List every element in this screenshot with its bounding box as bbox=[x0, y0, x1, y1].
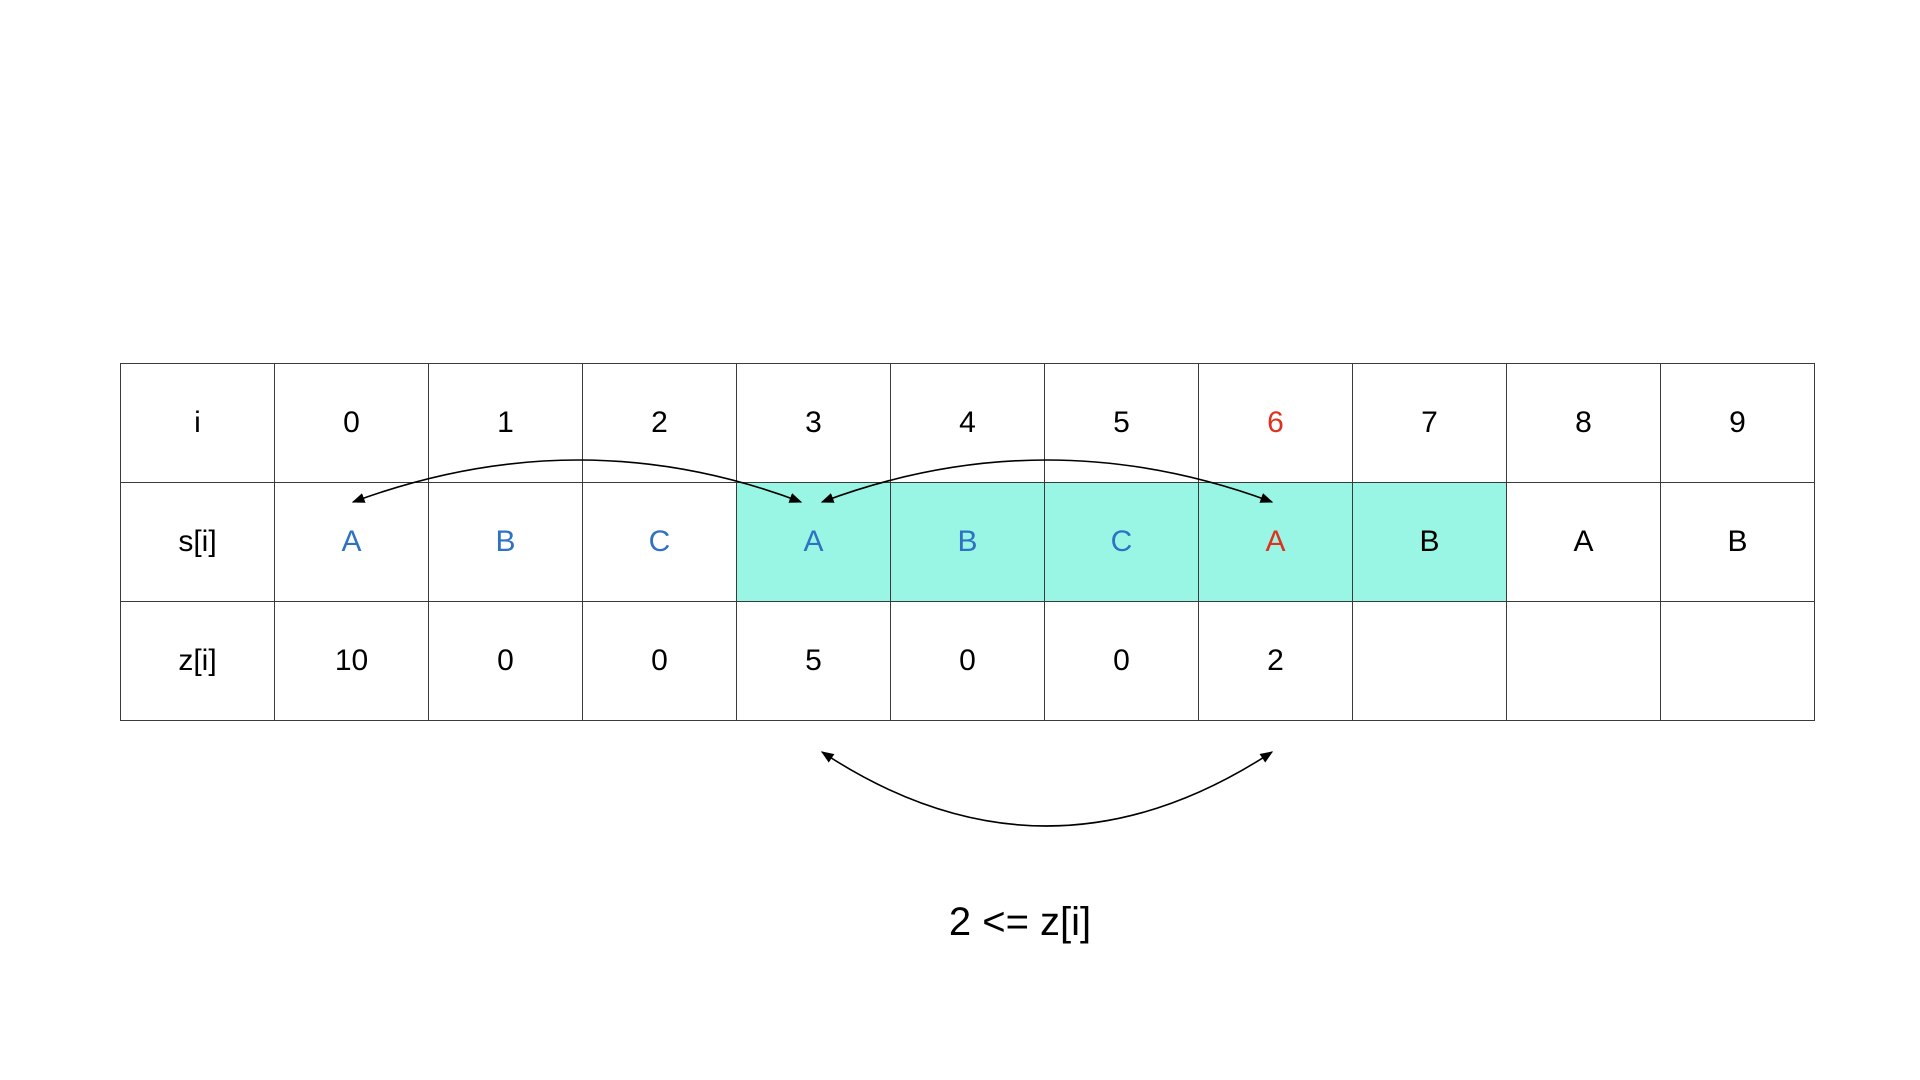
table-cell: 8 bbox=[1506, 363, 1661, 483]
table-cell: 3 bbox=[736, 363, 891, 483]
table-cell: A bbox=[1506, 482, 1661, 602]
table-cell: 1 bbox=[428, 363, 583, 483]
table-row: s[i] A B C A B C A B A B bbox=[120, 482, 1815, 602]
table-cell: A bbox=[736, 482, 891, 602]
table-cell: 5 bbox=[1044, 363, 1199, 483]
table-cell: C bbox=[1044, 482, 1199, 602]
table-cell: 2 bbox=[582, 363, 737, 483]
row-label: s[i] bbox=[120, 482, 275, 602]
table-cell: 0 bbox=[428, 601, 583, 721]
table-cell: 0 bbox=[274, 363, 429, 483]
table-cell: B bbox=[1660, 482, 1815, 602]
table-cell: A bbox=[1198, 482, 1353, 602]
table-cell: 0 bbox=[890, 601, 1045, 721]
row-label: z[i] bbox=[120, 601, 275, 721]
table-cell: B bbox=[428, 482, 583, 602]
arrow-z3-to-z6 bbox=[820, 751, 1274, 827]
table-cell: 0 bbox=[582, 601, 737, 721]
table-cell: 10 bbox=[274, 601, 429, 721]
table-cell bbox=[1506, 601, 1661, 721]
table-cell: B bbox=[890, 482, 1045, 602]
table-cell: 0 bbox=[1044, 601, 1199, 721]
table-cell: 5 bbox=[736, 601, 891, 721]
table-cell bbox=[1352, 601, 1507, 721]
caption-inequality: 2 <= z[i] bbox=[948, 900, 1092, 944]
table-row: z[i] 10 0 0 5 0 0 2 bbox=[120, 601, 1815, 721]
table-cell: 7 bbox=[1352, 363, 1507, 483]
row-label: i bbox=[120, 363, 275, 483]
table-cell: C bbox=[582, 482, 737, 602]
table-cell: 4 bbox=[890, 363, 1045, 483]
table-cell: 2 bbox=[1198, 601, 1353, 721]
table-cell: A bbox=[274, 482, 429, 602]
table-cell: B bbox=[1352, 482, 1507, 602]
table-cell bbox=[1660, 601, 1815, 721]
table-cell: 6 bbox=[1198, 363, 1353, 483]
table-cell: 9 bbox=[1660, 363, 1815, 483]
